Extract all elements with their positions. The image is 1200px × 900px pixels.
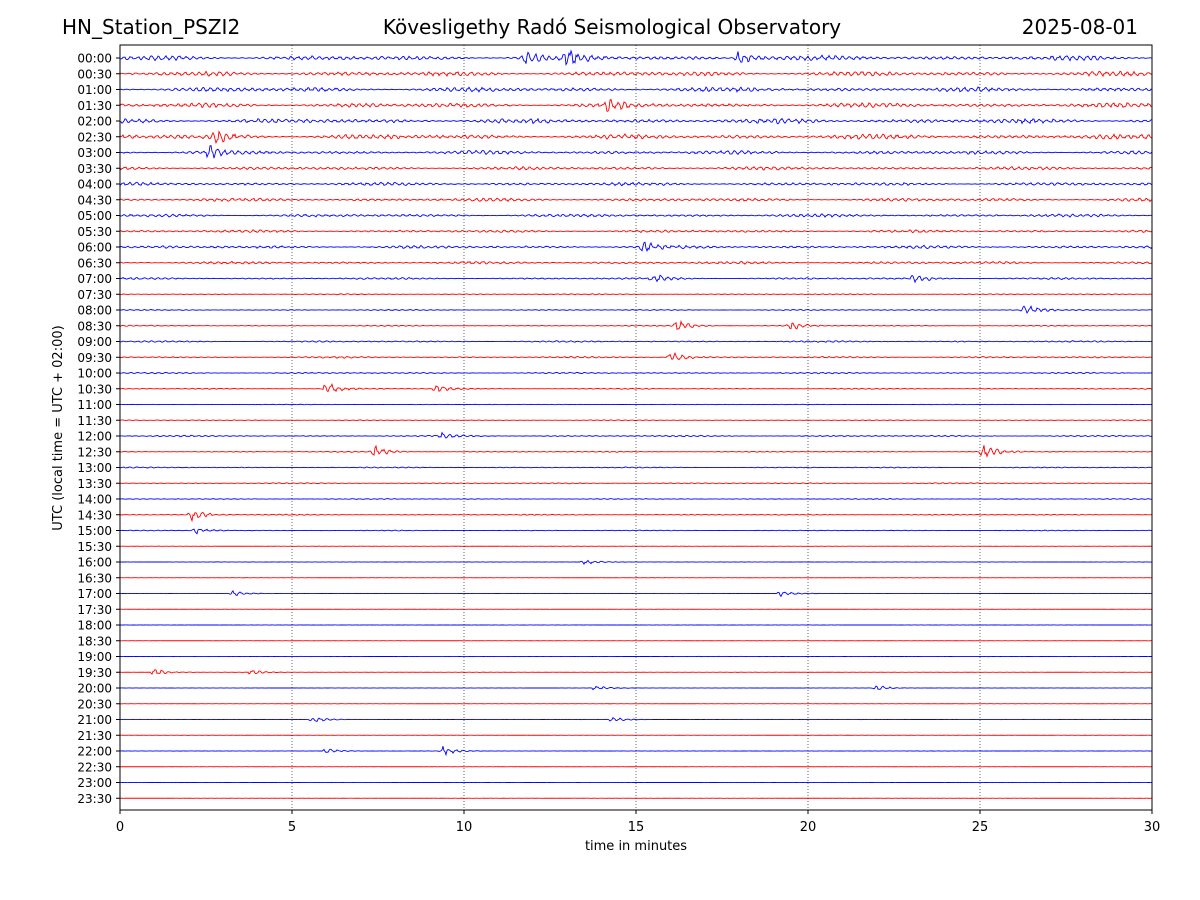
trace-1030	[119, 382, 1153, 393]
y-tick-label: 14:30	[77, 508, 112, 522]
x-axis: 0 5 10 15 20 25 30	[116, 810, 1160, 835]
y-tick-label: 08:00	[77, 304, 112, 318]
x-tick-label: 20	[800, 820, 817, 835]
y-tick-label: 23:30	[77, 792, 112, 806]
y-tick-label: 17:30	[77, 603, 112, 617]
y-tick-label: 13:30	[77, 477, 112, 491]
y-tick-label: 01:00	[77, 83, 112, 97]
y-tick-label: 10:30	[77, 382, 112, 396]
trace-0430	[119, 197, 1153, 203]
y-tick-label: 00:30	[77, 67, 112, 81]
y-tick-label: 06:00	[77, 241, 112, 255]
trace-1700	[119, 590, 1153, 598]
trace-2100	[119, 716, 1153, 722]
y-tick-label: 14:00	[77, 493, 112, 507]
y-tick-label: 19:00	[77, 650, 112, 664]
y-tick-label: 08:30	[77, 319, 112, 333]
y-tick-label: 21:00	[77, 713, 112, 727]
x-axis-label: time in minutes	[585, 839, 687, 854]
y-tick-label: 04:30	[77, 193, 112, 207]
x-tick-label: 5	[288, 820, 296, 835]
y-tick-label: 20:00	[77, 682, 112, 696]
y-tick-label: 03:00	[77, 146, 112, 160]
y-tick-label: 18:30	[77, 634, 112, 648]
y-tick-label: 15:30	[77, 540, 112, 554]
station-title: HN_Station_PSZI2	[62, 15, 241, 39]
trace-0230	[119, 130, 1153, 145]
y-tick-label: 07:30	[77, 288, 112, 302]
trace-0900	[119, 340, 1153, 343]
grid-lines	[291, 45, 981, 810]
y-tick-label: 13:00	[77, 461, 112, 475]
x-tick-label: 30	[1144, 820, 1161, 835]
trace-1500	[119, 528, 1153, 535]
y-tick-label: 12:00	[77, 430, 112, 444]
trace-0830	[119, 319, 1153, 330]
trace-0500	[119, 213, 1153, 218]
y-tick-label: 16:30	[77, 571, 112, 585]
trace-1300	[119, 466, 1153, 469]
y-tick-label: 11:30	[77, 414, 112, 428]
y-tick-label: 12:30	[77, 445, 112, 459]
y-tick-label: 22:00	[77, 745, 112, 759]
trace-1930	[119, 669, 1153, 675]
date-title: 2025-08-01	[1021, 15, 1138, 39]
y-tick-label: 02:30	[77, 130, 112, 144]
y-tick-label: 10:00	[77, 367, 112, 381]
trace-1100	[119, 403, 1153, 406]
y-tick-label: 23:00	[77, 776, 112, 790]
x-tick-label: 15	[628, 820, 645, 835]
y-tick-label: 05:30	[77, 225, 112, 239]
trace-0200	[119, 117, 1153, 125]
y-tick-label: 03:30	[77, 162, 112, 176]
y-tick-label: 09:30	[77, 351, 112, 365]
y-tick-label: 00:00	[77, 52, 112, 66]
y-tick-label: 17:00	[77, 587, 112, 601]
y-tick-label: 01:30	[77, 99, 112, 113]
y-tick-label: 22:30	[77, 760, 112, 774]
y-tick-label: 19:30	[77, 666, 112, 680]
y-axis-label: UTC (local time = UTC + 02:00)	[51, 325, 66, 530]
x-tick-label: 0	[116, 820, 124, 835]
y-tick-label: 05:00	[77, 209, 112, 223]
y-tick-label: 04:00	[77, 178, 112, 192]
y-tick-label: 02:00	[77, 115, 112, 129]
y-tick-label: 07:00	[77, 272, 112, 286]
y-tick-label: 06:30	[77, 256, 112, 270]
y-tick-label: 11:00	[77, 398, 112, 412]
trace-1430	[119, 512, 1153, 523]
y-tick-label: 18:00	[77, 619, 112, 633]
y-tick-label: 09:00	[77, 335, 112, 349]
x-tick-label: 25	[972, 820, 989, 835]
x-tick-label: 10	[456, 820, 473, 835]
y-tick-label: 16:00	[77, 556, 112, 570]
y-tick-label: 15:00	[77, 524, 112, 538]
observatory-title: Kövesligethy Radó Seismological Observat…	[382, 15, 842, 39]
y-tick-label: 20:30	[77, 697, 112, 711]
y-tick-label: 21:30	[77, 729, 112, 743]
